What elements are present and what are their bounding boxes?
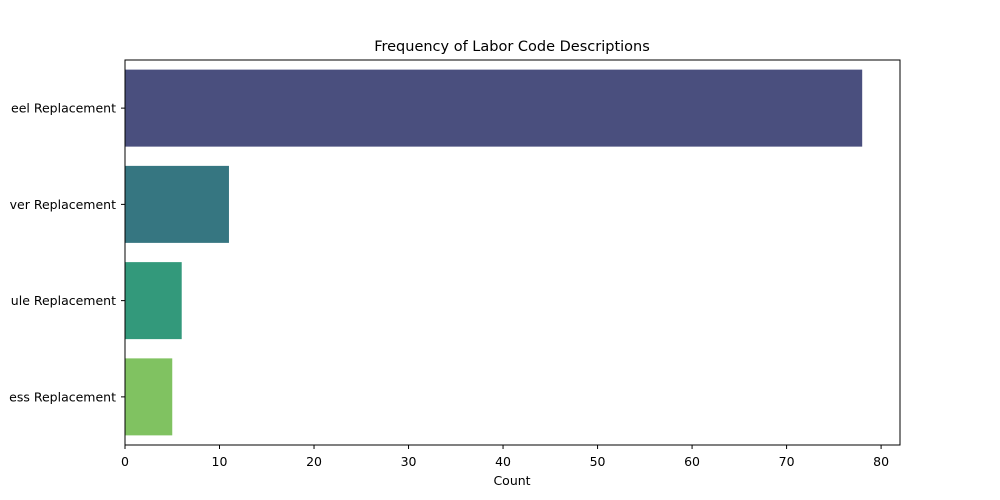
x-tick-label: 10	[212, 454, 228, 469]
x-axis-label: Count	[493, 473, 530, 488]
bar-4	[125, 358, 173, 436]
y-tick-label: ess Replacement	[9, 389, 116, 404]
x-tick-label: 20	[306, 454, 322, 469]
x-tick-label: 70	[779, 454, 795, 469]
bar-1	[125, 69, 863, 147]
x-tick-label: 40	[495, 454, 511, 469]
y-tick-label: ule Replacement	[11, 293, 116, 308]
y-tick-label: eel Replacement	[11, 101, 116, 116]
y-tick-labels: eel Replacement ver Replacement ule Replac…	[9, 101, 125, 404]
bar-3	[125, 262, 182, 340]
x-tick-label: 30	[401, 454, 417, 469]
x-tick-label: 0	[121, 454, 129, 469]
x-tick-label: 80	[873, 454, 889, 469]
bar-2	[125, 165, 229, 243]
x-tick-label: 50	[590, 454, 606, 469]
y-tick-label: ver Replacement	[10, 197, 116, 212]
x-tick-label: 60	[684, 454, 700, 469]
x-axis-ticks: 0 10 20 30 40 50 60 70 80	[121, 445, 889, 469]
chart-title: Frequency of Labor Code Descriptions	[374, 39, 650, 55]
plot-frame	[124, 59, 901, 446]
bars-layer	[125, 69, 863, 436]
